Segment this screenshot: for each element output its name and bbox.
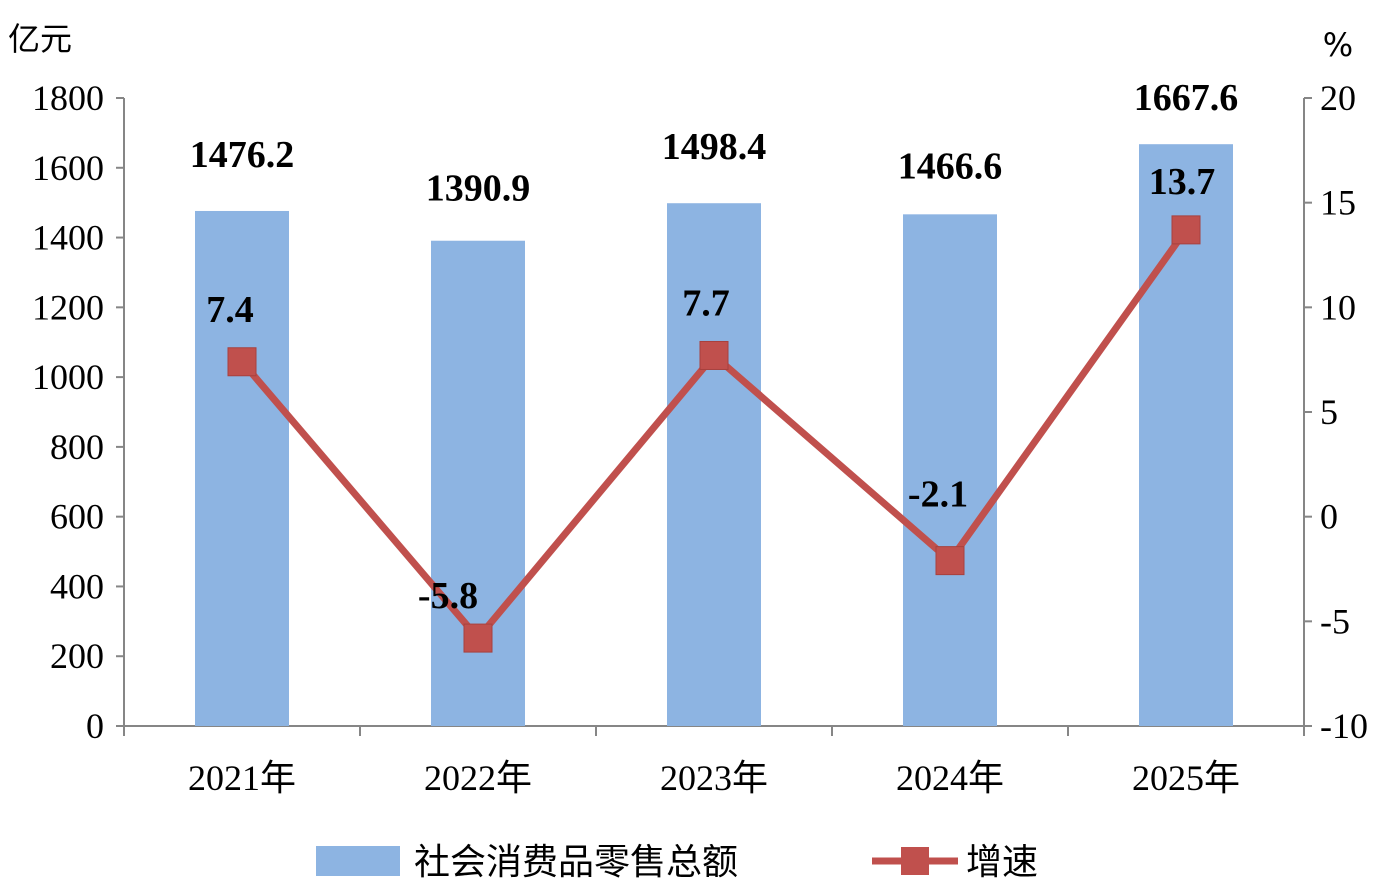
y-tick-right-label: 15 [1320,183,1356,223]
y-tick-left-label: 1400 [32,218,104,258]
bar [667,203,761,727]
y-tick-left-label: 1000 [32,357,104,397]
data-labels: 1476.2 1390.9 1498.4 1466.6 1667.6 7.4 -5.8 7.7… [190,77,1239,617]
y-tick-left-label: 1800 [32,78,104,118]
line-data-label: -2.1 [908,474,968,516]
y-tick-right-label: 5 [1320,392,1338,432]
y-axis-right-unit: % [1323,26,1353,64]
legend: 社会消费品零售总额 增速 [316,842,1038,883]
legend-label-line: 增速 [966,842,1038,883]
line-marker [463,623,493,653]
y-tick-right-label: 20 [1320,78,1356,118]
bar-data-label: 1390.9 [426,168,531,210]
y-tick-left-label: 800 [50,427,104,467]
legend-swatch-marker [901,847,929,875]
line-data-label: 7.4 [206,289,254,331]
axes: 0 200 400 600 800 1000 1200 1400 1600 1800 -10 -5 0 5… [8,20,1368,798]
line-data-label: -5.8 [418,575,478,617]
bar [195,210,289,726]
x-tick-label: 2021年 [188,758,296,798]
line-data-label: 13.7 [1149,161,1216,203]
y-tick-left-label: 0 [86,706,104,746]
line-marker [1171,215,1201,245]
bar [903,214,997,726]
legend-swatch-bar [316,846,400,876]
y-tick-left-label: 200 [50,636,104,676]
x-tick-label: 2025年 [1132,758,1240,798]
y-tick-right-label: -5 [1320,601,1350,641]
bar-series [195,144,1233,727]
line-marker [699,340,729,370]
line-marker [227,347,257,377]
x-tick-label: 2023年 [660,758,768,798]
line-series [227,215,1201,653]
y-axis-left-unit: 亿元 [8,20,72,58]
x-tick-label: 2022年 [424,758,532,798]
y-tick-left-label: 400 [50,566,104,606]
y-tick-left-label: 1600 [32,148,104,188]
line-marker [935,546,965,576]
y-tick-left-label: 600 [50,497,104,537]
bar-data-label: 1498.4 [662,126,767,168]
legend-label-bar: 社会消费品零售总额 [414,842,738,883]
x-tick-label: 2024年 [896,758,1004,798]
y-tick-left-label: 1200 [32,287,104,327]
bar [431,240,525,726]
y-tick-right-label: 0 [1320,497,1338,537]
y-tick-right-label: -10 [1320,706,1368,746]
bar-data-label: 1667.6 [1134,77,1239,119]
line-data-label: 7.7 [682,282,730,324]
bar-data-label: 1476.2 [190,134,295,176]
y-tick-right-label: 10 [1320,287,1356,327]
bar-data-label: 1466.6 [898,145,1003,187]
